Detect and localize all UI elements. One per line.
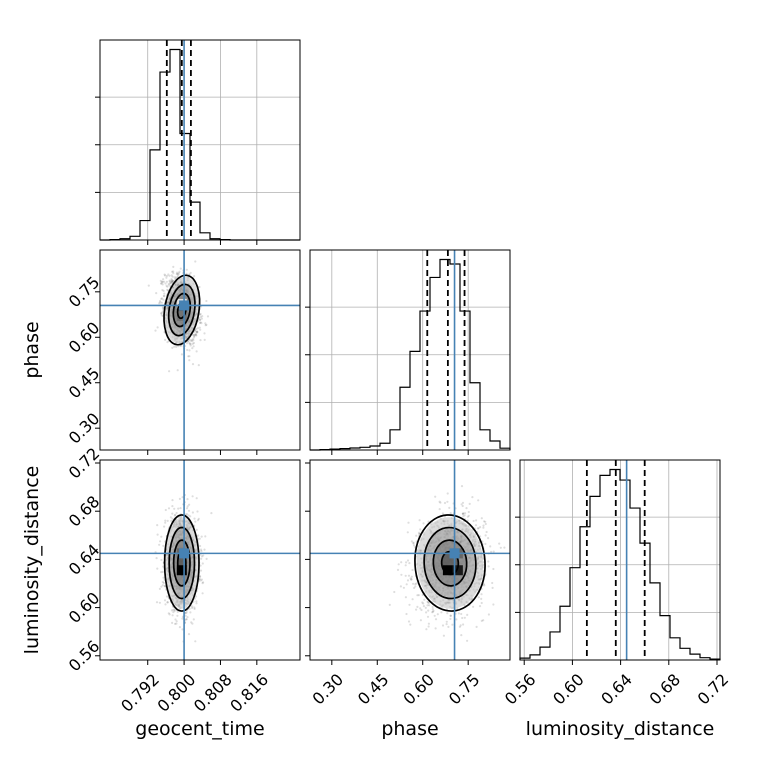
x-tick-label-luminosity_distance: 0.72	[694, 670, 733, 709]
panel-content	[310, 460, 510, 660]
contour-line	[432, 539, 468, 587]
panel-background	[520, 460, 720, 660]
x-tick-label-phase: 0.60	[399, 670, 438, 709]
contour-line	[440, 550, 460, 576]
density-cell	[442, 565, 453, 576]
x-tick-label-geocent_time: 0.792	[117, 670, 163, 716]
x-tick-label-geocent_time: 0.800	[154, 670, 200, 716]
y-axis-label-luminosity_distance: luminosity_distance	[21, 466, 43, 655]
x-tick-label-luminosity_distance: 0.60	[549, 670, 588, 709]
contour-line	[167, 283, 196, 337]
density-panel-phase-luminosity_distance	[309, 459, 511, 661]
contour-line	[414, 514, 486, 612]
x-tick-label-luminosity_distance: 0.64	[597, 670, 636, 709]
contour-line	[163, 274, 201, 346]
contour-line	[172, 539, 191, 587]
panel-frame	[99, 39, 301, 241]
histogram-luminosity_distance	[519, 468, 721, 660]
panel-frame	[309, 249, 511, 451]
panel-background	[310, 250, 510, 450]
x-tick-label-geocent_time: 0.808	[190, 670, 236, 716]
panel-frame	[99, 249, 301, 451]
panel-background	[100, 460, 300, 660]
hist-panel-phase	[305, 249, 511, 451]
panel-frame	[99, 459, 301, 661]
truth-marker	[449, 548, 460, 559]
hist-panel-luminosity_distance	[515, 459, 721, 661]
panel-content	[100, 250, 300, 450]
contour-line	[423, 526, 477, 600]
x-axis-label-luminosity_distance: luminosity_distance	[526, 718, 715, 740]
panel-background	[100, 250, 300, 450]
x-tick-label-phase: 0.45	[354, 670, 393, 709]
density-cell	[176, 311, 187, 322]
truth-marker	[179, 548, 190, 559]
x-tick-label-luminosity_distance: 0.56	[501, 670, 540, 709]
density-cell	[452, 565, 463, 576]
truth-marker	[179, 300, 190, 311]
histogram-phase	[310, 258, 511, 451]
contour-line	[163, 514, 200, 612]
panel-content	[100, 460, 300, 660]
x-tick-label-luminosity_distance: 0.68	[645, 670, 684, 709]
x-tick-label-phase: 0.30	[309, 670, 348, 709]
density-panel-geocent_time-luminosity_distance	[99, 459, 301, 661]
density-cell	[176, 565, 187, 576]
density-panel-geocent_time-phase	[99, 249, 301, 451]
x-tick-label-geocent_time: 0.816	[226, 670, 272, 716]
hist-panel-geocent_time	[95, 39, 301, 241]
x-axis-label-phase: phase	[381, 718, 438, 740]
panel-frame	[309, 459, 511, 661]
y-axis-label-phase: phase	[21, 321, 43, 378]
x-tick-label-phase: 0.75	[445, 670, 484, 709]
x-axis-label-geocent_time: geocent_time	[135, 718, 264, 740]
panel-frame	[519, 459, 721, 661]
contour-line	[168, 526, 196, 600]
